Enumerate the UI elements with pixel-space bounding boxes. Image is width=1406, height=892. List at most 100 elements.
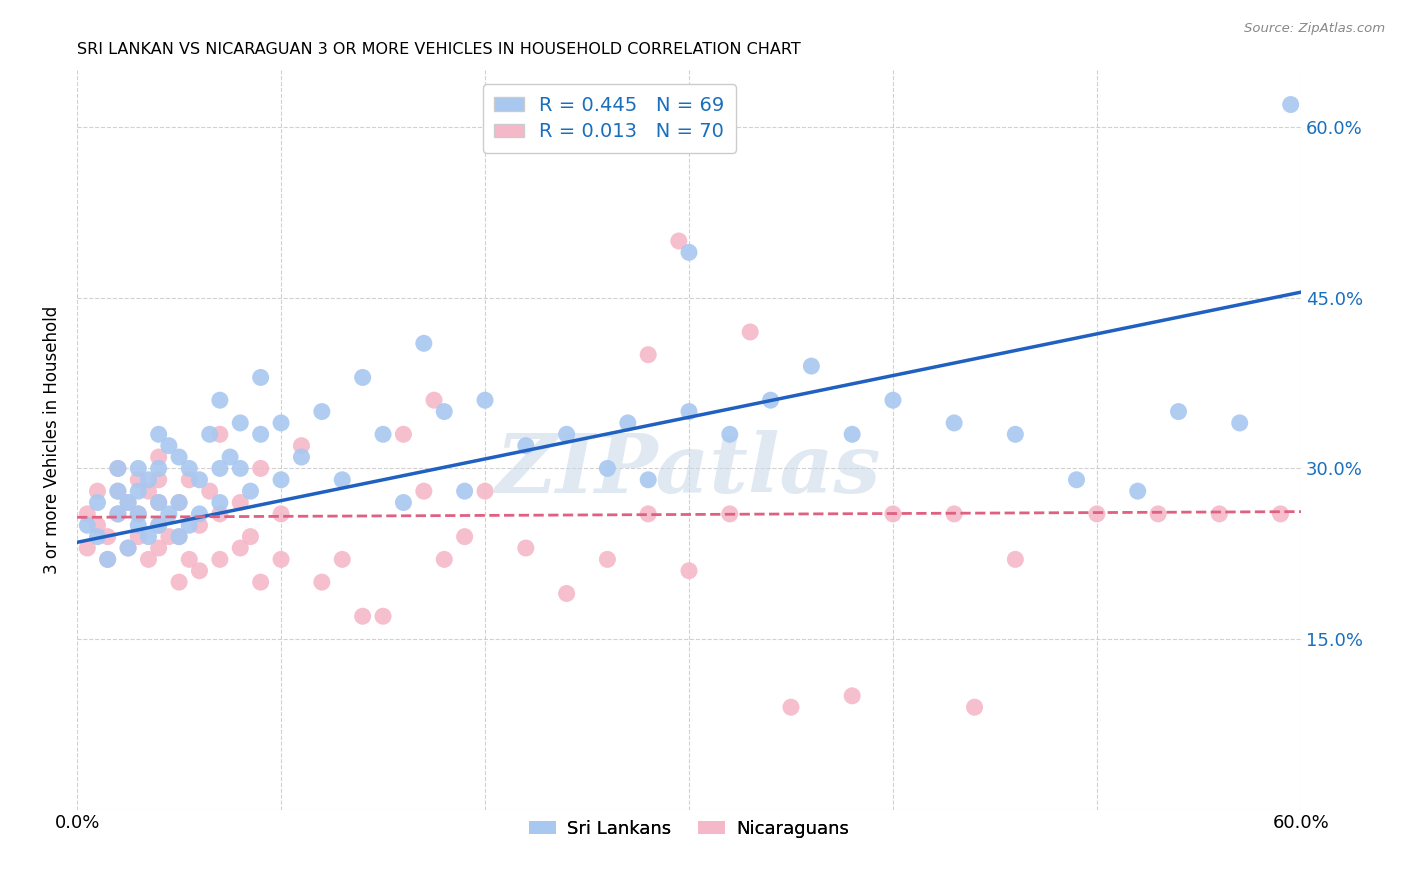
Point (167, 530, 190, 544)
Point (188, 507, 211, 521)
Point (1279, 97, 1302, 112)
Point (1208, 507, 1230, 521)
Point (127, 518, 149, 533)
Point (117, 541, 139, 555)
Point (198, 427, 221, 442)
Point (249, 461, 271, 475)
Point (229, 541, 252, 555)
Point (138, 552, 160, 566)
Point (107, 484, 129, 499)
Point (270, 507, 292, 521)
Point (882, 507, 904, 521)
Point (167, 450, 190, 464)
Point (188, 518, 211, 533)
Point (148, 495, 170, 509)
Point (208, 495, 231, 509)
Point (515, 541, 537, 555)
Point (330, 473, 353, 487)
Point (759, 393, 782, 408)
Point (1004, 552, 1026, 566)
Point (270, 552, 292, 566)
Point (239, 484, 262, 499)
Point (148, 427, 170, 442)
Point (97, 552, 120, 566)
Point (86, 530, 108, 544)
Point (97, 552, 120, 566)
Point (127, 461, 149, 475)
Point (157, 507, 180, 521)
Point (148, 461, 170, 475)
Point (352, 609, 374, 624)
Point (555, 427, 578, 442)
Point (780, 700, 803, 714)
Point (127, 507, 149, 521)
Point (800, 359, 823, 373)
Point (179, 552, 201, 566)
Point (179, 473, 201, 487)
Point (76, 518, 98, 533)
Point (596, 461, 619, 475)
Point (148, 541, 170, 555)
Point (76, 541, 98, 555)
Point (1167, 404, 1189, 418)
Point (208, 507, 231, 521)
Point (148, 495, 170, 509)
Point (198, 484, 221, 499)
Point (229, 416, 252, 430)
Point (208, 552, 231, 566)
Point (392, 427, 415, 442)
Point (882, 393, 904, 408)
Point (167, 575, 190, 590)
Point (718, 507, 741, 521)
Point (412, 336, 434, 351)
Point (290, 439, 312, 453)
Point (423, 393, 446, 408)
Point (86, 518, 108, 533)
Point (127, 484, 149, 499)
Point (138, 473, 160, 487)
Point (117, 541, 139, 555)
Point (311, 575, 333, 590)
Point (474, 484, 496, 499)
Point (515, 439, 537, 453)
Point (107, 461, 129, 475)
Point (617, 416, 640, 430)
Point (330, 552, 353, 566)
Point (249, 370, 271, 384)
Point (219, 450, 242, 464)
Point (229, 495, 252, 509)
Point (239, 530, 262, 544)
Point (943, 507, 966, 521)
Point (107, 461, 129, 475)
Point (841, 689, 863, 703)
Point (474, 393, 496, 408)
Point (1270, 507, 1292, 521)
Point (1147, 507, 1170, 521)
Point (1004, 427, 1026, 442)
Point (678, 245, 700, 260)
Point (371, 427, 394, 442)
Point (433, 404, 456, 418)
Point (107, 507, 129, 521)
Point (107, 484, 129, 499)
Point (678, 404, 700, 418)
Point (117, 495, 139, 509)
Point (157, 439, 180, 453)
Point (596, 552, 619, 566)
Point (678, 564, 700, 578)
Point (76, 507, 98, 521)
Text: ZIPatlas: ZIPatlas (496, 430, 882, 509)
Point (138, 484, 160, 499)
Text: Source: ZipAtlas.com: Source: ZipAtlas.com (1244, 22, 1385, 36)
Y-axis label: 3 or more Vehicles in Household: 3 or more Vehicles in Household (44, 306, 60, 574)
Point (392, 495, 415, 509)
Point (86, 495, 108, 509)
Point (179, 518, 201, 533)
Point (138, 530, 160, 544)
Point (157, 530, 180, 544)
Point (270, 416, 292, 430)
Point (148, 518, 170, 533)
Point (1126, 484, 1149, 499)
Point (167, 495, 190, 509)
Point (167, 530, 190, 544)
